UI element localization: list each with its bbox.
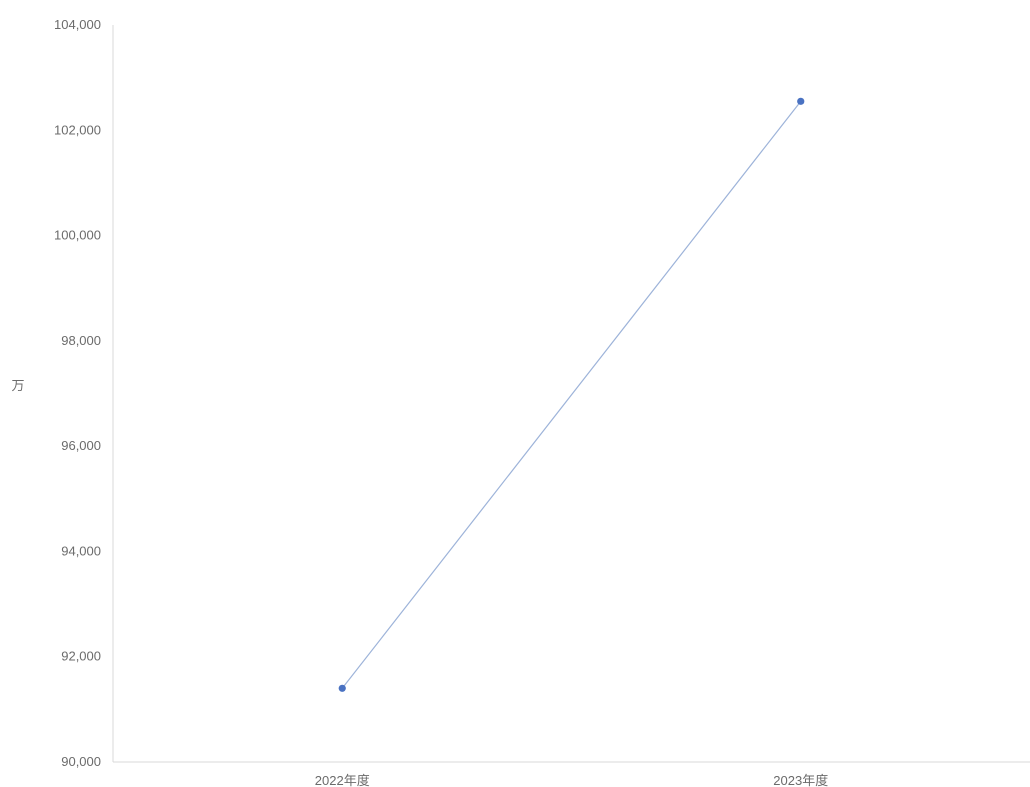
series-line [341,100,802,689]
y-tick-label: 102,000 [54,122,101,137]
y-tick-label: 90,000 [61,754,101,769]
y-tick-label: 98,000 [61,333,101,348]
x-tick-label: 2022年度 [315,773,370,787]
axes-layer [112,25,1030,763]
y-tick-label: 100,000 [54,228,101,243]
y-axis-title: 万 [11,379,24,394]
data-point[interactable] [338,684,346,692]
y-tick-label: 94,000 [61,543,101,558]
y-tick-label: 104,000 [54,17,101,32]
y-tick-label: 96,000 [61,438,101,453]
x-tick-label: 2023年度 [773,773,828,787]
x-tick-labels: 2022年度 2023年度 [315,773,828,787]
series-layer [338,97,805,692]
data-point[interactable] [797,97,805,105]
y-tick-labels: 90,000 92,000 94,000 96,000 98,000 100,000 102… [54,17,101,769]
y-tick-label: 92,000 [61,649,101,664]
